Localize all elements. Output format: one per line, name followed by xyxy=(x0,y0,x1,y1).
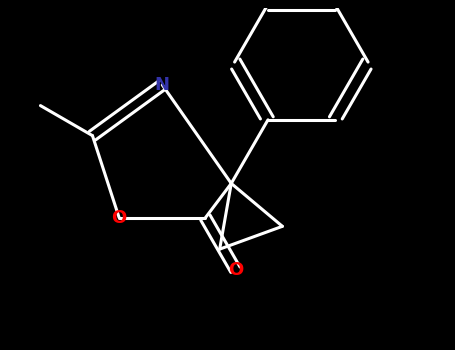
Text: O: O xyxy=(228,261,243,279)
Text: N: N xyxy=(155,76,170,94)
Text: O: O xyxy=(111,209,127,227)
